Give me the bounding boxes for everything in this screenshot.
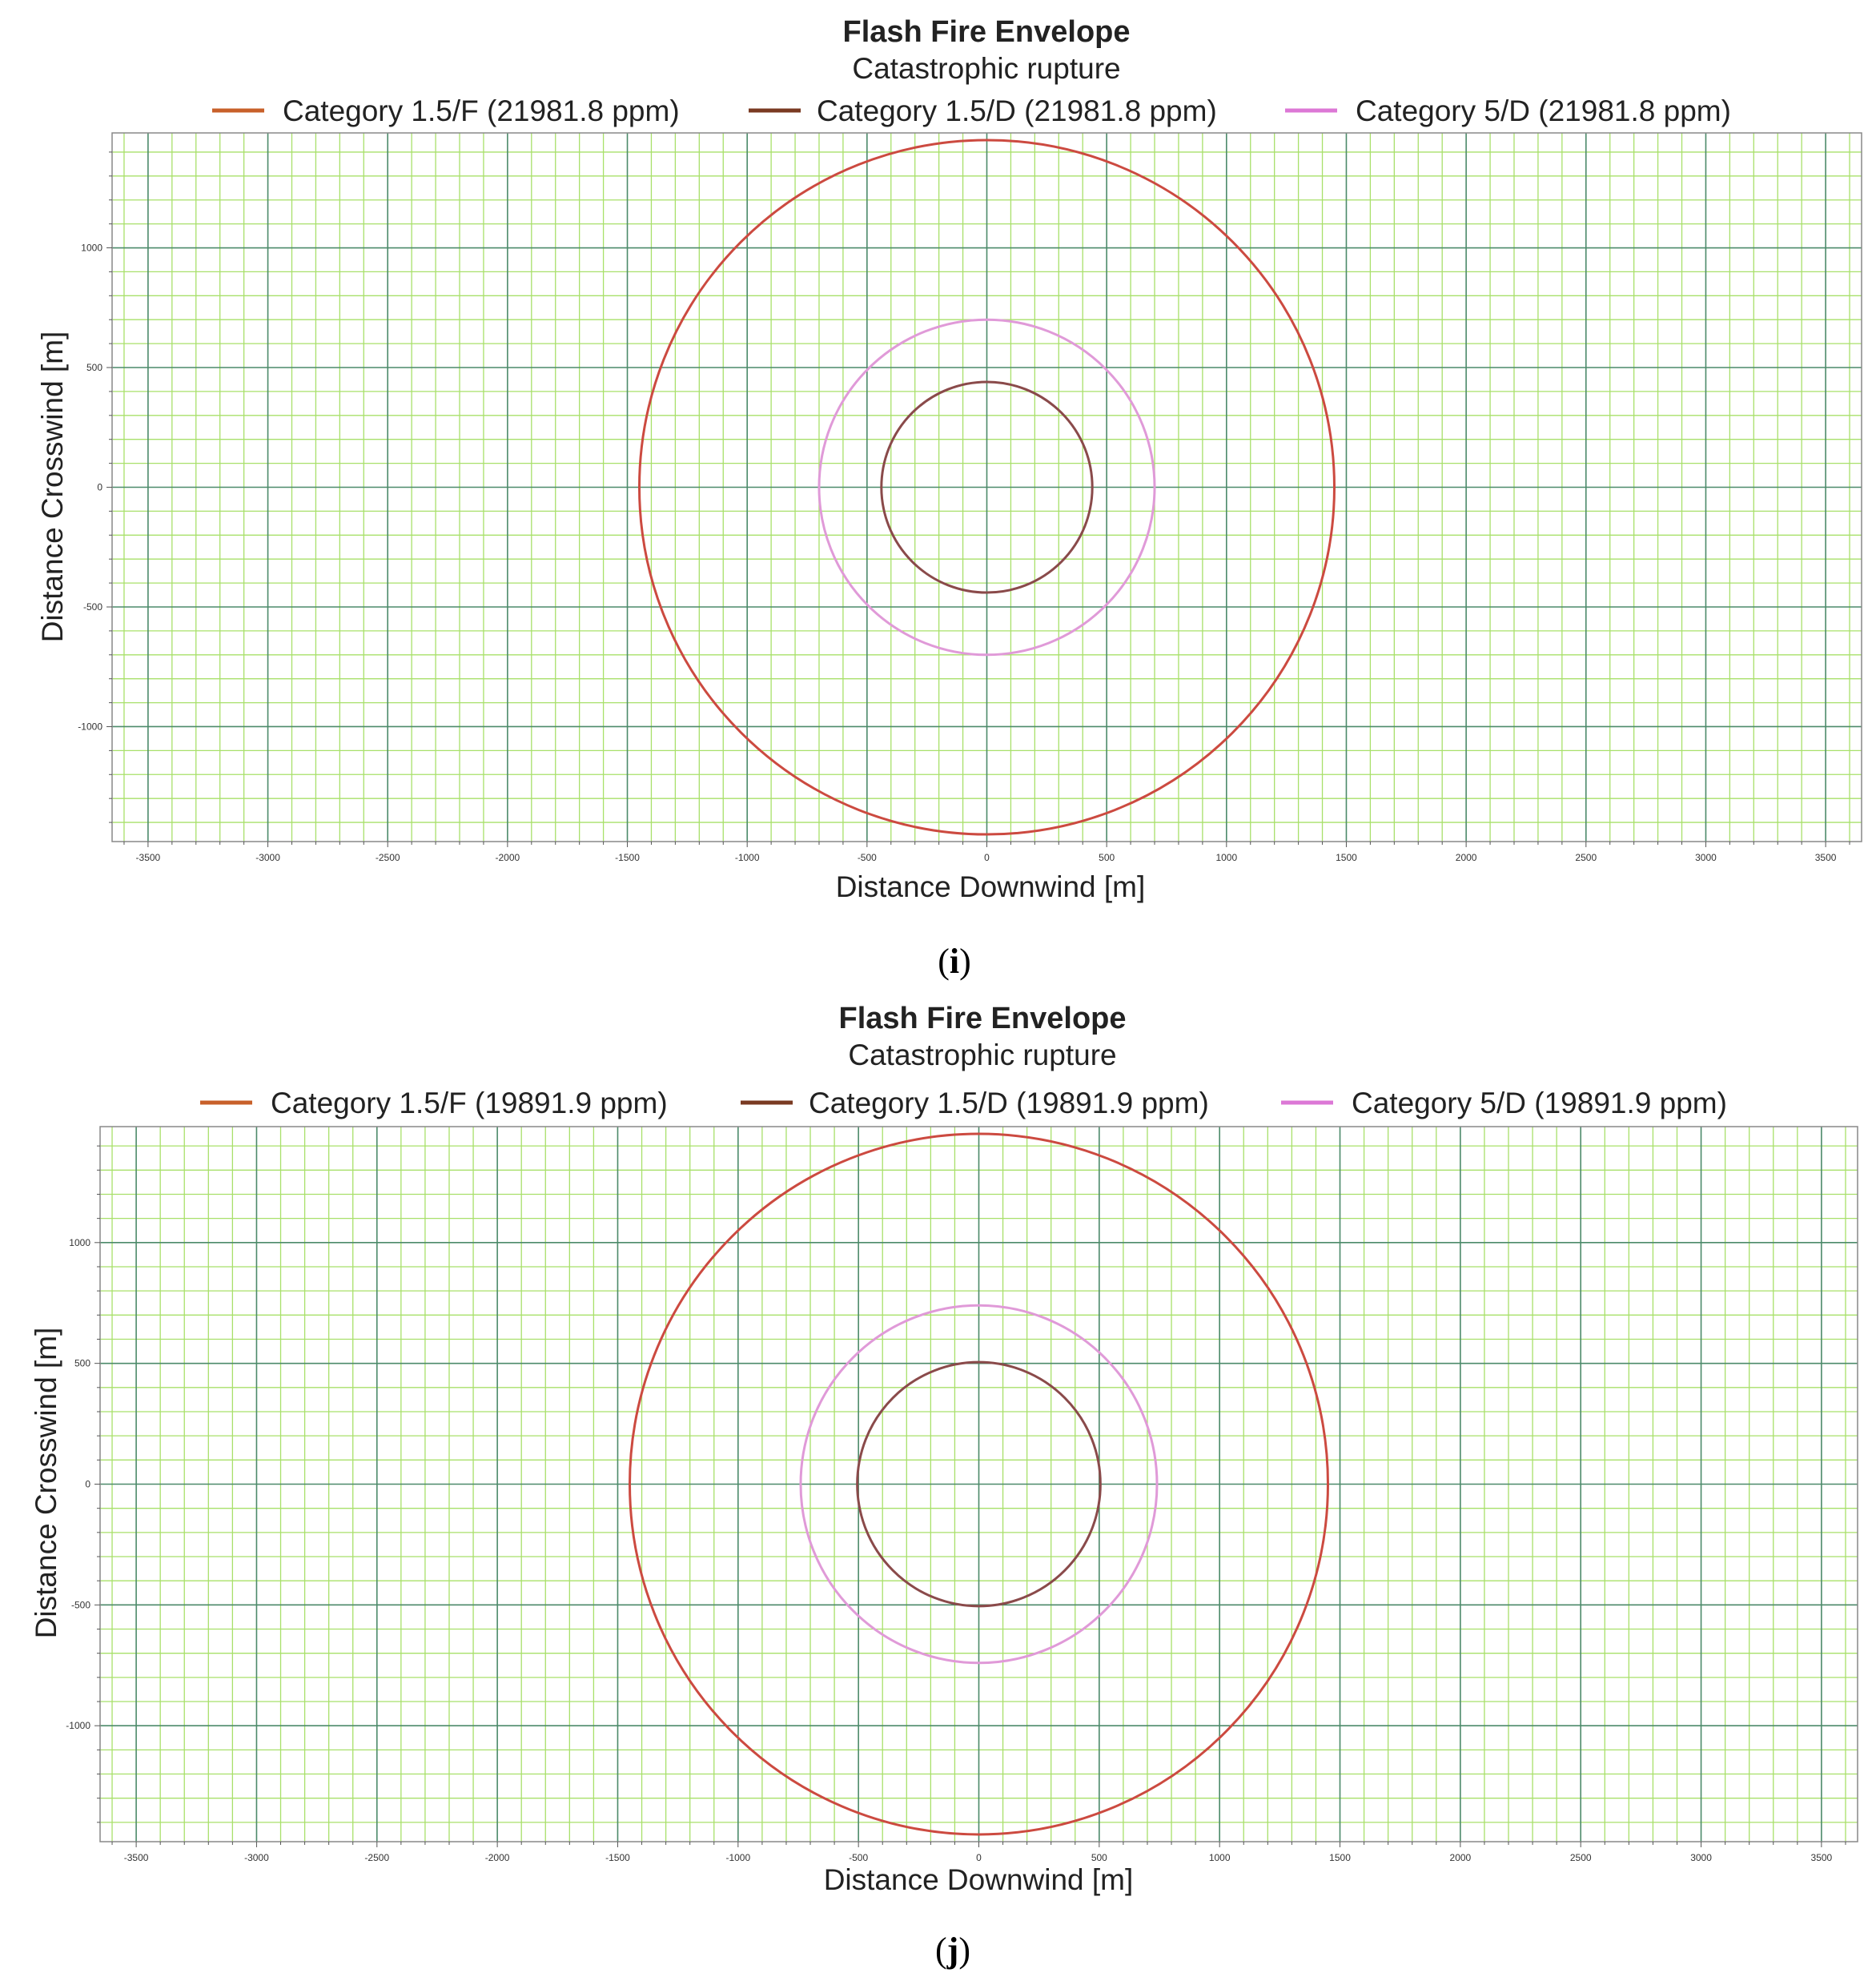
series-envelope-2 xyxy=(799,1304,1159,1665)
x-tick-label: -500 xyxy=(858,852,877,863)
legend-label: Category 1.5/F (21981.8 ppm) xyxy=(283,94,680,127)
x-tick-label: -3500 xyxy=(136,852,161,863)
major-grid xyxy=(112,133,1862,842)
legend-label: Category 1.5/D (21981.8 ppm) xyxy=(817,94,1217,127)
x-tick-label: 2500 xyxy=(1570,1852,1592,1863)
x-tick-label: 1000 xyxy=(1209,1852,1231,1863)
y-axis-label: Distance Crosswind [m] xyxy=(36,332,69,643)
series-envelope-0 xyxy=(629,1132,1329,1836)
x-tick-label: 2500 xyxy=(1575,852,1597,863)
figure-i: Flash Fire Envelope Catastrophic rupture… xyxy=(0,0,1876,989)
x-tick-label: 3500 xyxy=(1811,1852,1833,1863)
x-tick-label: -1500 xyxy=(615,852,640,863)
legend-label: Category 1.5/D (19891.9 ppm) xyxy=(809,1087,1209,1119)
x-tick-label: 500 xyxy=(1099,852,1115,863)
x-tick-label: -1500 xyxy=(605,1852,630,1863)
panel-label: (j) xyxy=(935,1931,970,1970)
x-tick-label: -3000 xyxy=(255,852,280,863)
x-tick-label: 0 xyxy=(984,852,990,863)
chart-title: Flash Fire Envelope xyxy=(839,1002,1127,1035)
x-tick-label: 500 xyxy=(1091,1852,1107,1863)
legend: Category 1.5/F (21981.8 ppm) Category 1.… xyxy=(212,94,1731,127)
x-tick-label: -1000 xyxy=(725,1852,750,1863)
legend-label: Category 5/D (19891.9 ppm) xyxy=(1352,1087,1727,1119)
x-tick-label: 0 xyxy=(976,1852,982,1863)
x-tick-label: 1500 xyxy=(1329,1852,1351,1863)
y-axis-label: Distance Crosswind [m] xyxy=(30,1328,62,1639)
x-tick-label: -3000 xyxy=(244,1852,269,1863)
chart-i: Flash Fire Envelope Catastrophic rupture… xyxy=(36,15,1862,981)
y-tick-label: -1000 xyxy=(66,1720,90,1731)
y-tick-label: -1000 xyxy=(78,721,102,732)
x-tick-label: -1000 xyxy=(735,852,760,863)
y-tick-label: -500 xyxy=(71,1599,90,1610)
major-grid xyxy=(100,1127,1858,1842)
y-tick-label: 0 xyxy=(85,1479,90,1490)
x-tick-label: -3500 xyxy=(124,1852,149,1863)
x-tick-label: 3500 xyxy=(1815,852,1837,863)
chart-title: Flash Fire Envelope xyxy=(843,15,1131,49)
x-axis-label: Distance Downwind [m] xyxy=(836,870,1146,903)
x-tick-label: 3000 xyxy=(1690,1852,1712,1863)
plot-area: -3500 -3000 -2500 -2000 -1500 -1000 -500 0 500 10… xyxy=(66,1126,1858,1863)
figure-j: Flash Fire Envelope Catastrophic rupture… xyxy=(0,993,1876,1982)
legend-label: Category 5/D (21981.8 ppm) xyxy=(1356,94,1731,127)
y-tick-label: 1000 xyxy=(81,243,102,254)
series-envelope-2 xyxy=(817,318,1156,657)
y-tick-label: -500 xyxy=(83,601,102,613)
chart-j: Flash Fire Envelope Catastrophic rupture… xyxy=(30,1002,1858,1970)
x-tick-label: -2000 xyxy=(496,852,520,863)
y-tick-label: 500 xyxy=(86,362,102,373)
x-tick-label: 2000 xyxy=(1450,1852,1472,1863)
legend: Category 1.5/F (19891.9 ppm) Category 1.… xyxy=(200,1087,1727,1119)
chart-subtitle: Catastrophic rupture xyxy=(852,52,1120,85)
chart-subtitle: Catastrophic rupture xyxy=(848,1039,1116,1071)
panel-label: (i) xyxy=(938,942,971,981)
x-tick-label: -2500 xyxy=(376,852,400,863)
x-tick-label: -2000 xyxy=(485,1852,510,1863)
plot-area: -3500 -3000 -2500 -2000 -1500 -1000 -500 0 500 10… xyxy=(78,132,1862,863)
y-tick-label: 500 xyxy=(74,1358,90,1369)
x-axis-label: Distance Downwind [m] xyxy=(824,1863,1134,1896)
x-tick-label: 1000 xyxy=(1215,852,1237,863)
series-envelope-1 xyxy=(880,380,1094,594)
x-tick-label: -2500 xyxy=(364,1852,389,1863)
y-tick-label: 1000 xyxy=(69,1237,90,1248)
x-tick-label: 3000 xyxy=(1695,852,1717,863)
series-envelope-0 xyxy=(637,139,1336,836)
x-tick-label: 2000 xyxy=(1456,852,1477,863)
series-envelope-1 xyxy=(856,1360,1102,1608)
legend-label: Category 1.5/F (19891.9 ppm) xyxy=(271,1087,668,1119)
x-tick-label: -500 xyxy=(849,1852,868,1863)
x-tick-label: 1500 xyxy=(1336,852,1357,863)
y-tick-label: 0 xyxy=(97,482,102,493)
